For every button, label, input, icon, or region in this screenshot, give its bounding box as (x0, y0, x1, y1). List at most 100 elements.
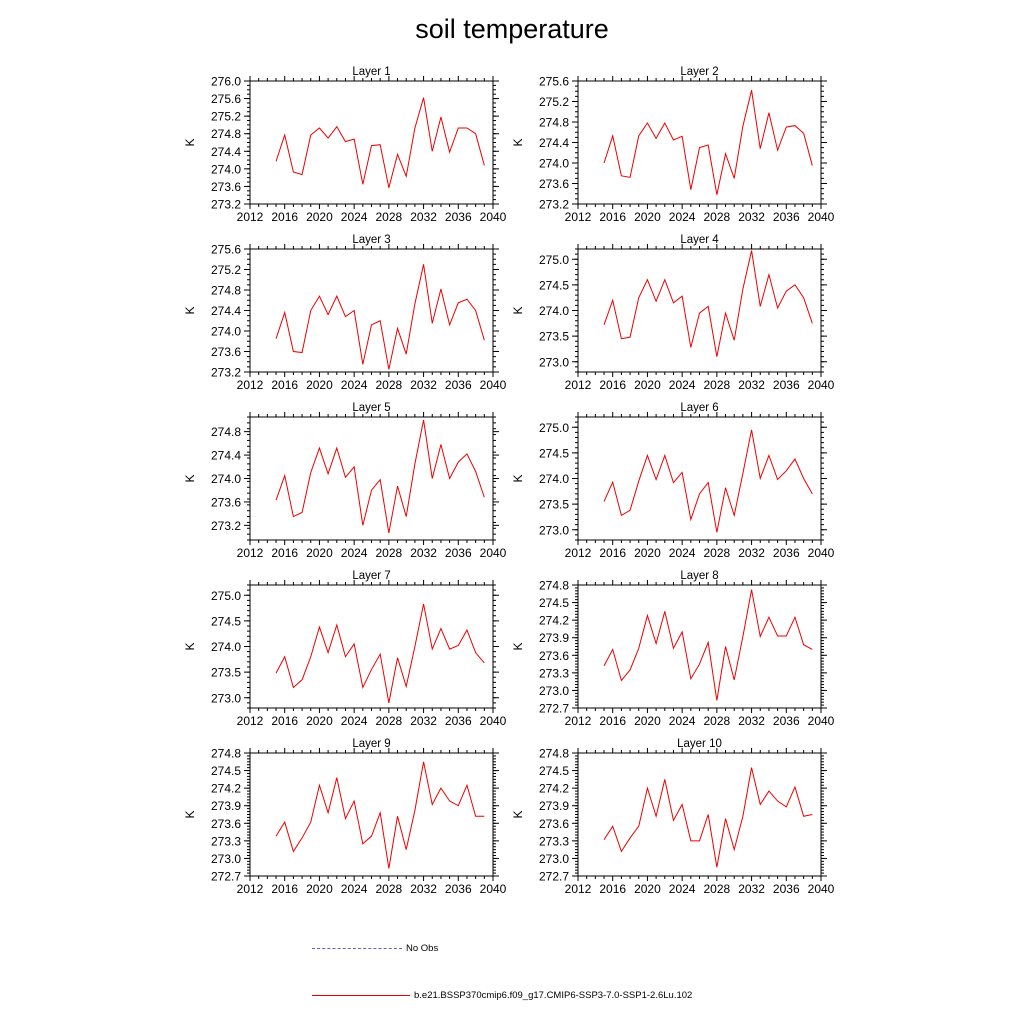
x-tick-label: 2032 (410, 210, 437, 224)
x-tick-label: 2028 (704, 378, 731, 392)
y-tick-label: 273.6 (211, 180, 241, 194)
plot-frame (249, 416, 494, 541)
plot-frame (249, 248, 494, 373)
y-tick-label: 274.0 (539, 304, 569, 318)
y-tick-label: 274.8 (211, 425, 241, 439)
panel-title: Layer 8 (680, 570, 718, 582)
y-axis-label: K (183, 642, 197, 650)
y-tick-label: 274.5 (539, 596, 569, 610)
y-tick-label: 273.9 (539, 799, 569, 813)
x-tick-label: 2032 (738, 882, 765, 896)
series-line (603, 90, 813, 195)
panel-10: Layer 10 K 2012 2016 2020 2024 2028 2032 2036 204… (511, 738, 835, 896)
y-axis-label: K (511, 306, 525, 314)
plot-frame (577, 416, 822, 541)
legend-item-model: b.e21.BSSP370cmip6.f09_g17.CMIP6-SSP3-7.… (312, 990, 692, 1001)
x-tick-label: 2012 (237, 882, 264, 896)
x-tick-label: 2020 (306, 546, 333, 560)
y-axis-label: K (183, 306, 197, 314)
legend-item-obs: No Obs (312, 943, 438, 954)
panel-title: Layer 9 (352, 738, 390, 750)
y-tick-label: 274.4 (539, 136, 569, 150)
y-tick-label: 274.8 (539, 579, 569, 593)
series-line (603, 589, 813, 701)
plot-frame (249, 752, 494, 877)
y-tick-label: 274.4 (211, 449, 241, 463)
series-line (603, 429, 813, 533)
y-tick-label: 273.0 (539, 852, 569, 866)
y-tick-label: 273.6 (211, 817, 241, 831)
y-axis-label: K (183, 474, 197, 482)
x-tick-label: 2032 (738, 378, 765, 392)
y-axis-label: K (511, 810, 525, 818)
series-line (275, 264, 485, 370)
y-tick-label: 274.0 (539, 472, 569, 486)
x-tick-label: 2040 (808, 714, 835, 728)
x-tick-label: 2020 (306, 714, 333, 728)
legend-obs-label: No Obs (406, 943, 439, 954)
y-tick-label: 273.3 (539, 834, 569, 848)
y-tick-label: 274.8 (211, 284, 241, 298)
panel-title: Layer 6 (680, 402, 718, 414)
x-tick-label: 2020 (634, 546, 661, 560)
x-tick-label: 2028 (704, 546, 731, 560)
x-tick-label: 2036 (445, 882, 472, 896)
y-tick-label: 274.2 (539, 614, 569, 628)
x-tick-label: 2016 (271, 546, 298, 560)
x-tick-label: 2028 (376, 210, 403, 224)
x-tick-label: 2016 (599, 378, 626, 392)
y-tick-label: 275.0 (539, 253, 569, 267)
y-tick-label: 275.6 (539, 75, 569, 89)
panel-title: Layer 4 (680, 234, 719, 246)
x-tick-label: 2020 (306, 210, 333, 224)
x-tick-label: 2024 (341, 714, 368, 728)
y-tick-label: 273.5 (539, 498, 569, 512)
x-tick-label: 2040 (480, 378, 507, 392)
x-tick-label: 2012 (237, 714, 264, 728)
chart-title: soil temperature (415, 14, 609, 44)
x-tick-label: 2024 (669, 378, 696, 392)
legend-model-label: b.e21.BSSP370cmip6.f09_g17.CMIP6-SSP3-7.… (414, 990, 693, 1001)
x-tick-label: 2036 (445, 714, 472, 728)
y-tick-label: 274.0 (211, 162, 241, 176)
panel-8: Layer 8 K 2012 2016 2020 2024 2028 2032 2036 2040… (511, 570, 835, 728)
panel-title: Layer 10 (677, 738, 722, 750)
y-tick-label: 273.6 (211, 345, 241, 359)
y-tick-label: 273.0 (211, 691, 241, 705)
x-tick-label: 2032 (738, 210, 765, 224)
x-tick-label: 2028 (376, 378, 403, 392)
x-tick-label: 2020 (634, 882, 661, 896)
y-tick-label: 273.0 (539, 684, 569, 698)
y-tick-label: 274.2 (211, 782, 241, 796)
x-tick-label: 2016 (599, 210, 626, 224)
x-tick-label: 2016 (599, 714, 626, 728)
series-line (603, 767, 813, 868)
y-tick-label: 274.5 (539, 446, 569, 460)
x-tick-label: 2040 (808, 210, 835, 224)
panel-4: Layer 4 K 2012 2016 2020 2024 2028 2032 2036 2040… (511, 234, 835, 392)
x-tick-label: 2036 (445, 378, 472, 392)
x-tick-label: 2040 (480, 714, 507, 728)
x-tick-label: 2012 (565, 714, 592, 728)
legend-model-swatch (312, 995, 410, 996)
y-tick-label: 274.2 (539, 782, 569, 796)
x-tick-label: 2024 (669, 210, 696, 224)
panel-3: Layer 3 K 2012 2016 2020 2024 2028 2032 2036 2040… (183, 234, 507, 392)
x-tick-label: 2012 (237, 546, 264, 560)
y-axis-label: K (183, 810, 197, 818)
y-tick-label: 275.6 (211, 243, 241, 257)
x-tick-label: 2024 (669, 882, 696, 896)
x-tick-label: 2036 (445, 546, 472, 560)
y-axis-label: K (183, 138, 197, 146)
y-tick-label: 274.0 (211, 472, 241, 486)
panel-title: Layer 7 (352, 570, 390, 582)
y-tick-label: 273.3 (211, 834, 241, 848)
x-tick-label: 2012 (565, 378, 592, 392)
x-tick-label: 2020 (306, 378, 333, 392)
x-tick-label: 2036 (773, 546, 800, 560)
x-tick-label: 2040 (808, 546, 835, 560)
x-tick-label: 2028 (704, 882, 731, 896)
y-tick-label: 273.0 (539, 355, 569, 369)
y-tick-label: 275.2 (539, 95, 569, 109)
